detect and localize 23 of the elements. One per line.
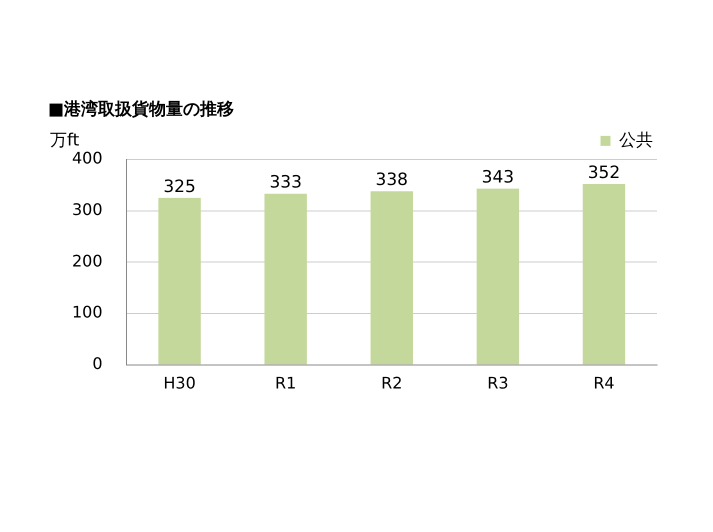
y-tick-label: 200 xyxy=(72,251,103,270)
data-label: 325 xyxy=(163,176,196,197)
chart-title: ■港湾取扱貨物量の推移 xyxy=(48,100,234,120)
bar xyxy=(582,184,626,364)
bar xyxy=(476,188,520,364)
x-tick-label: H30 xyxy=(163,374,196,393)
bar xyxy=(264,194,307,364)
x-tick-label: R3 xyxy=(487,374,509,393)
y-tick-label: 400 xyxy=(72,148,103,168)
y-axis-title: 万ft xyxy=(50,130,80,150)
x-tick-label: R2 xyxy=(381,374,402,393)
y-tick-label: 100 xyxy=(72,302,103,322)
legend-label: 公共 xyxy=(619,130,653,150)
bar xyxy=(158,198,201,364)
data-label: 343 xyxy=(482,168,514,188)
bar xyxy=(370,191,413,364)
data-label: 352 xyxy=(588,162,620,183)
y-tick-label: 0 xyxy=(92,354,103,373)
y-tick-label: 300 xyxy=(72,200,103,219)
x-tick-label: R4 xyxy=(593,374,615,393)
data-label: 338 xyxy=(376,170,408,190)
data-label: 333 xyxy=(269,172,302,193)
x-tick-label: R1 xyxy=(275,374,296,393)
